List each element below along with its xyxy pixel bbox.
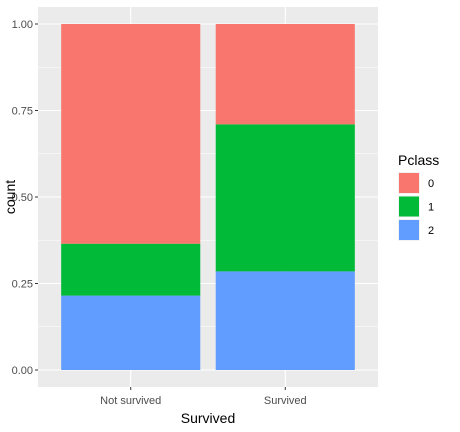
y-tick-label: 0.00 (12, 365, 33, 377)
x-axis-title: Survived (181, 410, 235, 426)
legend-label-1: 1 (428, 202, 434, 214)
bar-segment-survived-pclass-1 (215, 124, 355, 272)
y-tick-label: 1.00 (12, 19, 33, 31)
legend-swatch-0 (399, 173, 419, 193)
bars (61, 24, 355, 370)
x-tick-label: Not survived (100, 395, 161, 407)
y-tick-label: 0.25 (12, 279, 33, 291)
legend-swatch-2 (399, 220, 419, 240)
legend-label-2: 2 (428, 225, 434, 237)
legend-swatch-1 (399, 196, 419, 217)
y-axis: 0.00 0.25 0.50 0.75 1.00 (12, 19, 38, 377)
y-tick-label: 0.75 (12, 106, 33, 118)
x-axis: Not survived Survived (100, 387, 307, 407)
bar-segment-survived-pclass-2 (215, 271, 355, 370)
x-tick-label: Survived (264, 395, 307, 407)
y-tick-label: 0.50 (12, 192, 33, 204)
bar-segment-not-survived-pclass-0 (61, 24, 201, 244)
bar-segment-not-survived-pclass-1 (61, 243, 201, 296)
y-axis-title: count (2, 180, 18, 214)
legend-title: Pclass (398, 152, 439, 168)
bar-segment-survived-pclass-0 (215, 24, 355, 125)
legend-label-0: 0 (428, 178, 434, 190)
legend: Pclass 0 1 2 (398, 152, 439, 241)
bar-segment-not-survived-pclass-2 (61, 295, 201, 370)
